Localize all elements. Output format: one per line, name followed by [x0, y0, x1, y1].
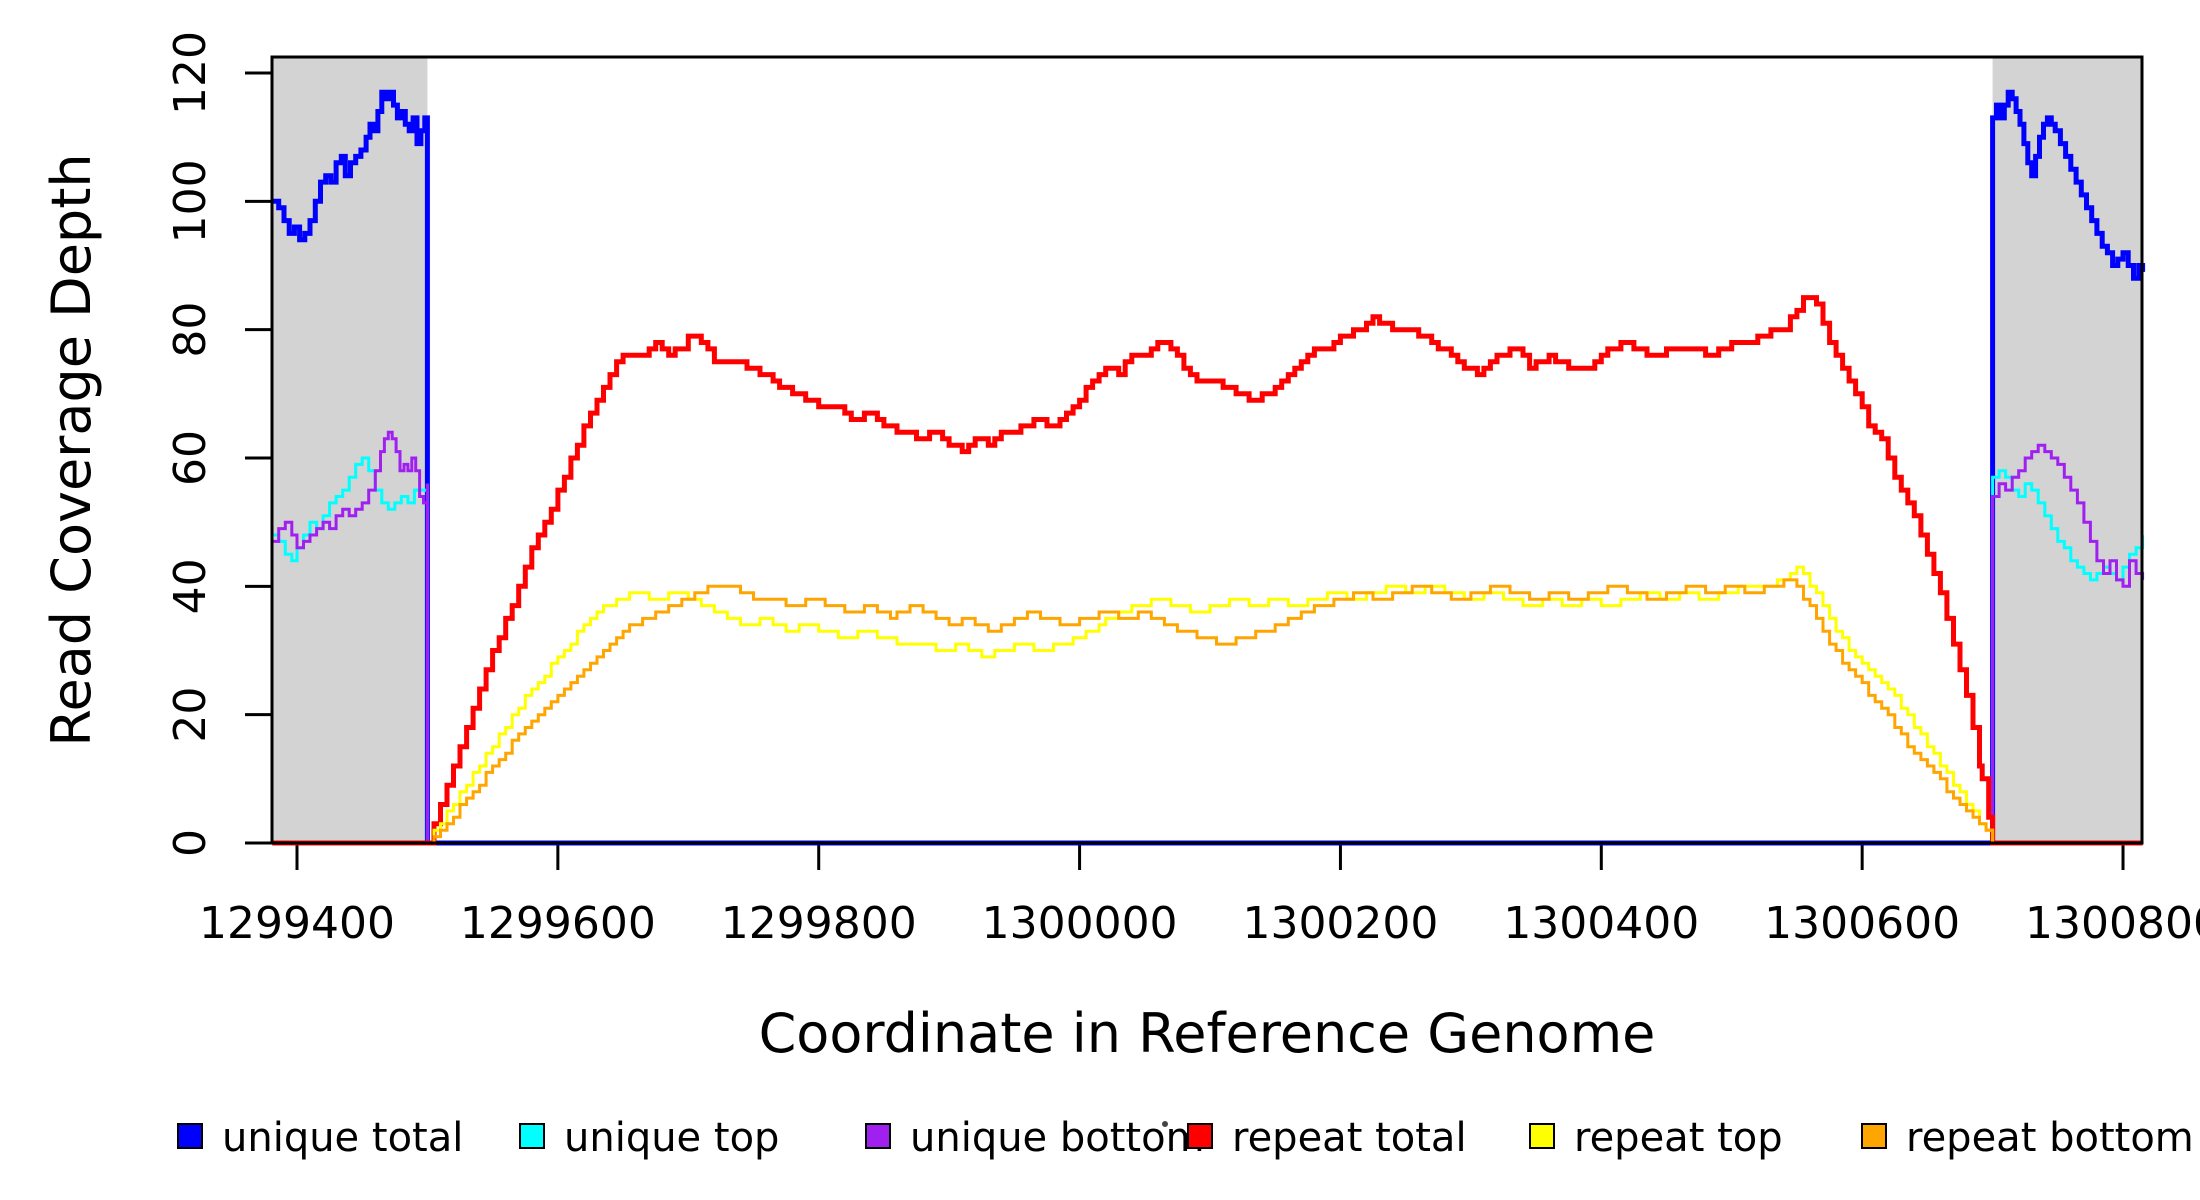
- series-repeat-total: [272, 295, 2143, 846]
- y-tick-label: 60: [165, 430, 216, 486]
- legend-swatch: [1861, 1123, 1887, 1149]
- legend-item-unique-total: unique total: [177, 1115, 463, 1161]
- x-axis-title: Coordinate in Reference Genome: [759, 1002, 1656, 1065]
- y-axis-title: Read Coverage Depth: [40, 153, 103, 746]
- y-tick-label: 40: [165, 558, 216, 614]
- legend-label: repeat bottom: [1906, 1115, 2194, 1161]
- x-tick-label: 1300000: [982, 898, 1178, 949]
- legend-item-repeat-bottom: repeat bottom: [1861, 1115, 2194, 1161]
- legend-item-unique-bottom: unique bottom: [865, 1115, 1205, 1161]
- legend-label: repeat top: [1574, 1115, 1783, 1161]
- x-tick-label: 1300400: [1503, 898, 1699, 949]
- legend-item-unique-top: unique top: [519, 1115, 779, 1161]
- axis-ticks: 1299400 1299600 1299800 1300000 1300200 13004…: [165, 31, 2200, 949]
- series-repeat-top: [272, 565, 2143, 845]
- y-tick-label: 100: [165, 159, 216, 243]
- series-repeat-bottom: [272, 578, 2143, 845]
- legend-label: unique total: [222, 1115, 463, 1161]
- legend-swatch: [1529, 1123, 1555, 1149]
- series-unique-total: [272, 89, 2146, 846]
- x-tick-label: 1300200: [1242, 898, 1438, 949]
- legend-label: unique top: [564, 1115, 779, 1161]
- left-flank-region: [272, 57, 428, 843]
- coverage-series: [272, 89, 2146, 846]
- legend-swatch: [177, 1123, 203, 1149]
- y-tick-label: 80: [165, 302, 216, 358]
- y-tick-label: 20: [165, 687, 216, 743]
- legend-swatch: [519, 1123, 545, 1149]
- y-tick-label: 120: [165, 31, 216, 115]
- x-tick-label: 1299800: [721, 898, 917, 949]
- legend-label: repeat total: [1232, 1115, 1467, 1161]
- legend-swatch: [865, 1123, 891, 1149]
- legend-item-repeat-total: repeat total: [1187, 1115, 1467, 1161]
- x-tick-label: 1299600: [460, 898, 656, 949]
- legend-item-repeat-top: repeat top: [1529, 1115, 1783, 1161]
- chart-legend: unique total unique top unique bottom repea…: [177, 1115, 2194, 1161]
- stray-dot: [1162, 1121, 1168, 1127]
- right-flank-region: [1992, 57, 2143, 843]
- shaded-flank-regions: [272, 57, 2143, 843]
- x-tick-label: 1299400: [199, 898, 395, 949]
- legend-label: unique bottom: [910, 1115, 1205, 1161]
- plot-frame: [270, 55, 2144, 845]
- legend-swatch: [1187, 1123, 1213, 1149]
- x-tick-label: 1300600: [1764, 898, 1960, 949]
- y-tick-label: 0: [165, 829, 216, 857]
